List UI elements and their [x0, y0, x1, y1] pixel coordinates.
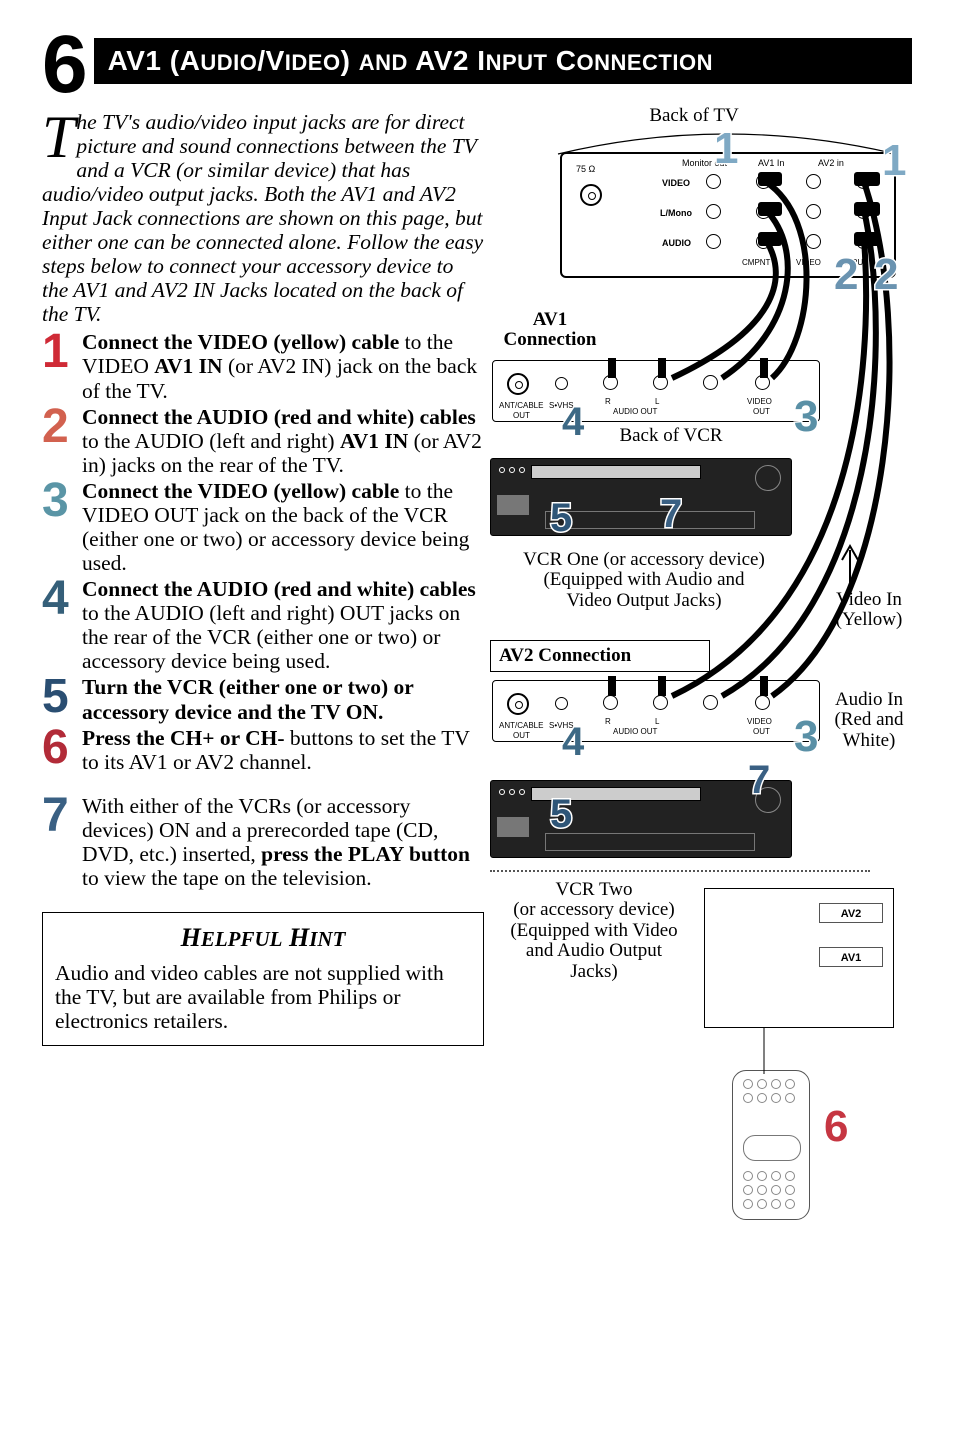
intro-paragraph: The TV's audio/video input jacks are for… — [42, 110, 484, 327]
step: 2 Connect the AUDIO (red and white) cabl… — [42, 405, 484, 477]
intro-text: he TV's audio/video input jacks are for … — [42, 110, 483, 327]
title-sc: AND — [359, 50, 408, 75]
step: 7 With either of the VCRs (or accessory … — [42, 794, 484, 890]
channel-av1-label: AV1 — [819, 947, 883, 967]
chapter-number: 6 — [42, 30, 88, 100]
step-number: 7 — [42, 794, 82, 890]
step-body: Press the CH+ or CH- buttons to set the … — [82, 726, 484, 774]
title-sc: NPUT — [486, 50, 548, 75]
title-bar: AV1 (AUDIO/VIDEO) AND AV2 INPUT CONNECTI… — [94, 38, 912, 84]
step-number: 3 — [42, 479, 82, 575]
callout-7a: 7 — [660, 492, 682, 537]
remote-ch-pill — [743, 1135, 801, 1161]
step-number: 5 — [42, 675, 82, 723]
callout-5a: 5 — [550, 496, 572, 541]
hint-body: Audio and video cables are not supplied … — [55, 961, 471, 1033]
step: 4 Connect the AUDIO (red and white) cabl… — [42, 577, 484, 673]
callout-6: 6 — [824, 1102, 848, 1152]
connection-diagram: Back of TV Monitor out AV1 In AV2 in VID… — [494, 110, 912, 1047]
callout-1a: 1 — [714, 124, 738, 174]
helpful-hint-box: HELPFUL HINT Audio and video cables are … — [42, 912, 484, 1046]
callout-4a: 4 — [562, 400, 584, 445]
hint-sc: INT — [309, 927, 345, 951]
step-number: 1 — [42, 330, 82, 402]
step-number: 6 — [42, 726, 82, 774]
step-list: 1 Connect the VIDEO (yellow) cable to th… — [42, 330, 484, 890]
step-body: Connect the VIDEO (yellow) cable to the … — [82, 330, 484, 402]
hint-seg: H — [181, 923, 201, 952]
title-seg: ) — [341, 45, 359, 76]
remote-control — [732, 1070, 810, 1220]
left-column: The TV's audio/video input jacks are for… — [42, 110, 484, 1047]
step: 5 Turn the VCR (either one or two) or ac… — [42, 675, 484, 723]
step-number: 4 — [42, 577, 82, 673]
dropcap: T — [42, 114, 75, 161]
step: 6 Press the CH+ or CH- buttons to set th… — [42, 726, 484, 774]
title-seg: AV2 I — [408, 45, 486, 76]
header: 6 AV1 (AUDIO/VIDEO) AND AV2 INPUT CONNEC… — [42, 36, 912, 100]
callout-3a: 3 — [794, 392, 818, 442]
callout-4b: 4 — [562, 720, 584, 765]
step-number: 2 — [42, 405, 82, 477]
step-body: Connect the AUDIO (red and white) cables… — [82, 577, 484, 673]
title-sc: UDIO — [200, 50, 257, 75]
callout-1b: 1 — [882, 136, 906, 186]
callout-2b: 2 — [874, 250, 898, 300]
tv-screen: AV2 AV1 — [704, 888, 894, 1028]
step: 1 Connect the VIDEO (yellow) cable to th… — [42, 330, 484, 402]
title-sc: IDEO — [285, 50, 341, 75]
step-body: Turn the VCR (either one or two) or acce… — [82, 675, 484, 723]
hint-sc: ELPFUL — [201, 927, 283, 951]
step: 3 Connect the VIDEO (yellow) cable to th… — [42, 479, 484, 575]
title-seg: C — [547, 45, 576, 76]
callout-3b: 3 — [794, 712, 818, 762]
cable-paths — [494, 110, 914, 880]
hint-seg: H — [283, 923, 310, 952]
hint-title: HELPFUL HINT — [55, 923, 471, 953]
step-body: Connect the VIDEO (yellow) cable to the … — [82, 479, 484, 575]
callout-7b: 7 — [748, 758, 770, 803]
title-seg: AV1 (A — [108, 45, 201, 76]
step-body: With either of the VCRs (or accessory de… — [82, 794, 484, 890]
step-body: Connect the AUDIO (red and white) cables… — [82, 405, 484, 477]
callout-2a: 2 — [834, 250, 858, 300]
callout-5b: 5 — [550, 792, 572, 837]
title-seg: /V — [257, 45, 284, 76]
remote-leader — [704, 1026, 794, 1086]
title-sc: ONNECTION — [576, 50, 713, 75]
vcr-two-caption: VCR Two(or accessory device)(Equipped wi… — [494, 880, 694, 983]
channel-av2-label: AV2 — [819, 903, 883, 923]
